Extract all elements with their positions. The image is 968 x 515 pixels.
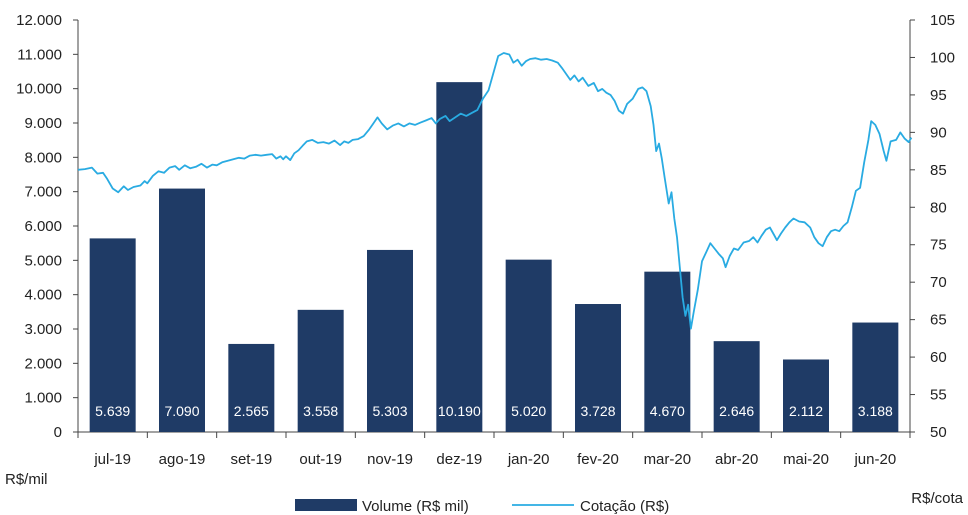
legend: Volume (R$ mil) Cotação (R$)	[295, 498, 669, 515]
left-tick-label: 3.000	[24, 321, 62, 338]
bar-value-label: 4.670	[650, 403, 685, 419]
bar	[89, 238, 136, 432]
x-tick-label: jul-19	[93, 451, 131, 468]
left-tick-label: 10.000	[16, 81, 62, 98]
bar-value-label: 5.020	[511, 403, 546, 419]
volume-bars	[89, 82, 899, 432]
right-tick-label: 50	[930, 424, 947, 441]
bar	[367, 249, 413, 432]
left-axis: 0 1.000 2.000 3.000 4.000 5.000 6.000 7.000 8.00…	[16, 12, 79, 441]
bar	[713, 341, 760, 432]
right-tick-label: 60	[930, 349, 947, 366]
left-tick-label: 6.000	[24, 218, 62, 235]
bar-value-labels: 5.639 7.090 2.565 3.558 5.303 10.190 5.020 3.72…	[95, 403, 893, 419]
bar-value-label: 2.565	[234, 403, 269, 419]
left-tick-label: 11.000	[17, 46, 62, 63]
bar	[505, 259, 552, 432]
bar-value-label: 3.558	[303, 403, 338, 419]
bar-value-label: 10.190	[438, 403, 481, 419]
x-tick-label: ago-19	[159, 451, 206, 468]
bar-value-label: 7.090	[164, 403, 199, 419]
legend-label-volume: Volume (R$ mil)	[362, 498, 469, 515]
x-tick-label: mai-20	[783, 451, 829, 468]
bar	[297, 309, 344, 432]
right-tick-label: 95	[930, 87, 947, 104]
left-tick-label: 0	[54, 424, 62, 441]
left-axis-title: R$/mil	[5, 471, 48, 488]
x-tick-label: fev-20	[577, 451, 619, 468]
bar	[436, 82, 483, 432]
bar	[783, 359, 829, 432]
right-tick-label: 105	[930, 12, 955, 29]
left-tick-label: 5.000	[24, 252, 62, 269]
bar-value-label: 3.188	[858, 403, 893, 419]
right-tick-label: 55	[930, 387, 947, 404]
left-tick-label: 12.000	[16, 12, 62, 29]
bar-value-label: 2.646	[719, 403, 754, 419]
right-axis-title: R$/cota	[911, 490, 963, 507]
x-tick-label: jun-20	[853, 451, 896, 468]
left-tick-label: 4.000	[24, 287, 62, 304]
x-tick-label: jan-20	[507, 451, 550, 468]
bar-value-label: 2.112	[789, 403, 823, 419]
cotacao-series-line	[77, 52, 913, 330]
legend-swatch-volume	[295, 499, 357, 511]
bar	[852, 322, 899, 432]
right-tick-label: 65	[930, 312, 947, 329]
x-axis: jul-19 ago-19 set-19 out-19 nov-19 dez-19 jan-…	[77, 431, 911, 468]
left-tick-label: 1.000	[24, 390, 62, 407]
right-tick-label: 100	[930, 49, 955, 66]
right-tick-label: 80	[930, 199, 947, 216]
right-tick-label: 90	[930, 124, 947, 141]
bar-value-label: 5.303	[372, 403, 407, 419]
bar	[228, 343, 275, 432]
right-axis: 50 55 60 65 70 75 80 85 90 95 100 105	[909, 12, 955, 441]
cotacao-line	[77, 52, 913, 330]
x-tick-label: out-19	[299, 451, 342, 468]
bar-value-label: 5.639	[95, 403, 130, 419]
left-tick-label: 7.000	[24, 184, 62, 201]
right-tick-label: 85	[930, 162, 947, 179]
x-tick-label: mar-20	[644, 451, 692, 468]
x-tick-label: nov-19	[367, 451, 413, 468]
legend-label-cotacao: Cotação (R$)	[580, 498, 669, 515]
x-tick-label: abr-20	[715, 451, 758, 468]
left-tick-label: 2.000	[24, 355, 62, 372]
bar	[159, 188, 205, 432]
x-tick-label: dez-19	[436, 451, 482, 468]
x-tick-label: set-19	[230, 451, 272, 468]
left-tick-label: 8.000	[24, 149, 62, 166]
bar	[575, 304, 621, 432]
bar-value-label: 3.728	[580, 403, 615, 419]
right-tick-label: 70	[930, 274, 947, 291]
left-tick-label: 9.000	[24, 115, 62, 132]
right-tick-label: 75	[930, 237, 947, 254]
